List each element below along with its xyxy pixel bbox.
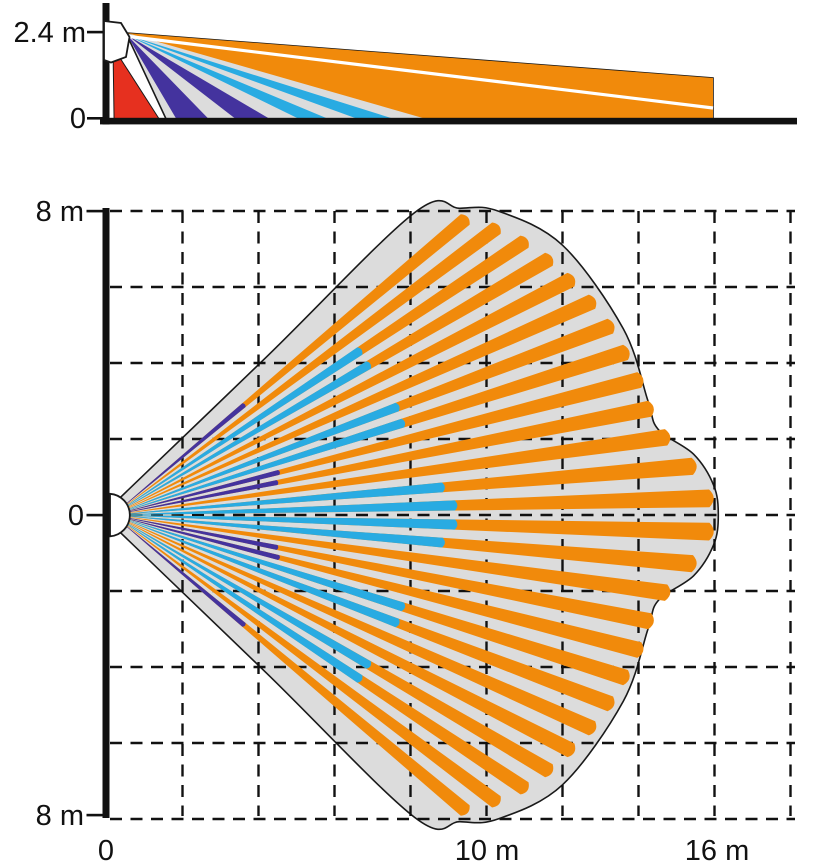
side-height-label: 2.4 m bbox=[13, 17, 86, 49]
beam-mid-range bbox=[113, 361, 372, 515]
x-axis-label-10m: 10 m bbox=[455, 835, 519, 867]
side-view-tick-zero bbox=[87, 117, 103, 120]
beam-long-range bbox=[113, 515, 597, 736]
beam-long-range bbox=[113, 294, 597, 515]
beam-long-range bbox=[113, 222, 501, 515]
top-view-tick-0 bbox=[86, 513, 103, 517]
detection-beams bbox=[113, 214, 714, 816]
beam-mid-range-side bbox=[127, 35, 334, 121]
beam-mid-range bbox=[113, 500, 458, 515]
beam-short-range bbox=[113, 403, 246, 515]
side-view-tick-height bbox=[87, 30, 103, 34]
beam-mid-range bbox=[113, 515, 363, 683]
beam-mid-range bbox=[113, 515, 458, 530]
detector-housing-top bbox=[109, 492, 131, 538]
beam-mid-range bbox=[113, 515, 445, 548]
beam-mid-range-side bbox=[127, 35, 401, 121]
beam-long-range bbox=[113, 515, 671, 601]
beam-long-range bbox=[113, 515, 501, 808]
side-view-wall-axis bbox=[102, 3, 110, 125]
beam-divider-line bbox=[128, 34, 714, 110]
beam-short-range bbox=[113, 470, 280, 515]
beam-short-range bbox=[113, 480, 279, 515]
beam-short-range bbox=[113, 515, 246, 627]
beam-short-range bbox=[113, 515, 279, 550]
top-view-y-axis bbox=[102, 208, 110, 818]
top-down-view: 8 m 0 8 m 0 10 m 16 m bbox=[36, 196, 795, 867]
beam-long-range bbox=[113, 429, 671, 515]
side-view-floor-axis bbox=[100, 117, 797, 125]
beam-short-range bbox=[113, 515, 280, 560]
beam-long-range bbox=[113, 515, 576, 758]
top-view-tick-8m-top bbox=[86, 209, 103, 213]
beam-mid-range bbox=[113, 515, 372, 669]
beam-mid-range bbox=[113, 402, 400, 515]
beam-mid-range bbox=[113, 515, 400, 628]
detector-housing-side bbox=[103, 19, 131, 64]
top-view-label-8m-top: 8 m bbox=[36, 196, 84, 228]
x-axis-label-0: 0 bbox=[98, 835, 114, 867]
side-view-beams bbox=[112, 32, 714, 122]
side-zero-label: 0 bbox=[70, 103, 86, 135]
beam-mid-range bbox=[113, 347, 363, 515]
beam-mid-range bbox=[113, 418, 406, 515]
beam-mid-range bbox=[113, 482, 445, 515]
beam-long-range bbox=[113, 272, 576, 515]
beam-short-range-side bbox=[127, 35, 274, 121]
beam-short-range-side bbox=[127, 35, 211, 121]
beam-mid-range bbox=[113, 515, 406, 612]
top-view-label-8m-bottom: 8 m bbox=[36, 800, 84, 832]
side-view: 2.4 m 0 bbox=[13, 3, 797, 135]
top-view-label-0-left: 0 bbox=[68, 500, 84, 532]
top-view-tick-8m-bottom bbox=[86, 813, 103, 817]
x-axis-label-16m: 16 m bbox=[685, 835, 749, 867]
